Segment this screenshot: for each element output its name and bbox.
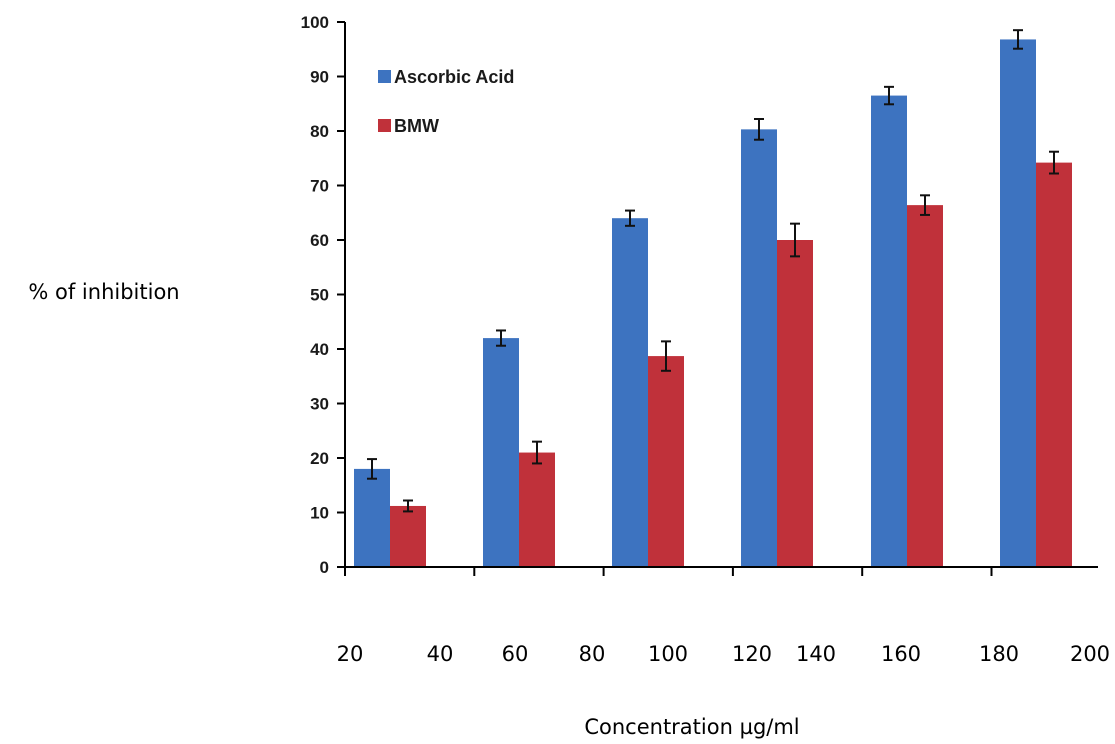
y-tick-label: 30 <box>310 395 329 414</box>
error-bar-bmw <box>790 222 800 258</box>
y-tick-label: 60 <box>310 231 329 250</box>
error-bar-bmw <box>920 194 930 216</box>
bar-bmw <box>519 452 555 567</box>
error-bar-bmw <box>532 440 542 465</box>
legend: Ascorbic Acid BMW <box>378 67 514 136</box>
y-tick-label: 80 <box>310 122 329 141</box>
x-tick-label: 140 <box>796 642 836 666</box>
x-tick-label: 60 <box>502 642 529 666</box>
bar-bmw <box>390 505 426 567</box>
x-tick-label: 40 <box>427 642 454 666</box>
bar-bmw <box>648 356 684 567</box>
error-bar-layer <box>367 29 1059 513</box>
error-bar-ascorbic-acid <box>884 85 894 106</box>
y-tick-label: 90 <box>310 68 329 87</box>
error-bar-bmw <box>403 499 413 513</box>
x-tick-label: 200 <box>1070 642 1110 666</box>
x-tick-layer: 20 40 60 80 100 120 140 160 180 200 <box>337 567 1110 666</box>
legend-swatch-ascorbic-acid <box>378 70 391 83</box>
x-tick-label: 80 <box>579 642 606 666</box>
x-axis-title: Concentration µg/ml <box>584 715 799 739</box>
y-tick-label: 40 <box>310 340 329 359</box>
error-bar-ascorbic-acid <box>754 118 764 141</box>
legend-label-bmw: BMW <box>394 116 439 136</box>
error-bar-ascorbic-acid <box>625 209 635 227</box>
x-tick-label: 100 <box>648 642 688 666</box>
bar-bmw <box>907 205 943 567</box>
y-tick-label: 100 <box>301 13 329 32</box>
error-bar-ascorbic-acid <box>1013 29 1023 50</box>
bar-layer <box>354 39 1072 568</box>
x-tick-label: 160 <box>881 642 921 666</box>
legend-label-ascorbic-acid: Ascorbic Acid <box>394 67 514 87</box>
error-bar-bmw <box>1049 150 1059 175</box>
x-tick-label: 120 <box>732 642 772 666</box>
axes <box>344 22 1098 568</box>
y-tick-layer: 0 10 20 30 40 50 60 70 80 90 100 <box>301 13 345 577</box>
error-bar-bmw <box>661 340 671 372</box>
bar-ascorbic-acid <box>871 95 907 567</box>
bar-ascorbic-acid <box>741 129 777 568</box>
bar-ascorbic-acid <box>1000 39 1036 567</box>
legend-swatch-bmw <box>378 119 391 132</box>
y-axis-title: % of inhibition <box>28 280 179 304</box>
y-tick-label: 20 <box>310 449 329 468</box>
bar-ascorbic-acid <box>483 338 519 567</box>
x-tick-label: 180 <box>979 642 1019 666</box>
bar-ascorbic-acid <box>354 468 390 567</box>
bar-bmw <box>1036 162 1072 568</box>
y-tick-label: 0 <box>320 558 329 577</box>
y-tick-label: 50 <box>310 286 329 305</box>
bar-bmw <box>777 240 813 567</box>
x-tick-label: 20 <box>337 642 364 666</box>
bar-ascorbic-acid <box>612 218 648 567</box>
y-tick-label: 70 <box>310 177 329 196</box>
error-bar-ascorbic-acid <box>367 458 377 480</box>
y-tick-label: 10 <box>310 504 329 523</box>
error-bar-ascorbic-acid <box>496 329 506 347</box>
